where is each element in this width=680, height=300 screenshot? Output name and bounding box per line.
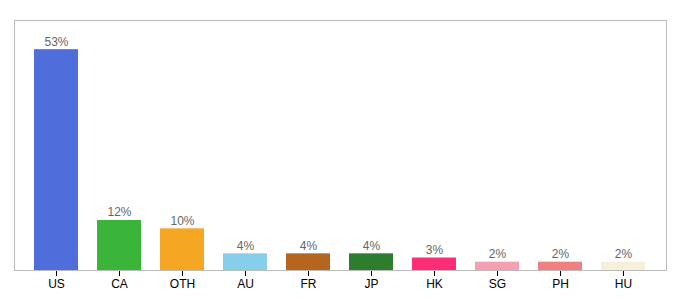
svg-text:53%: 53% [44,35,68,49]
svg-text:12%: 12% [107,205,131,219]
svg-text:US: US [48,277,65,291]
svg-text:2%: 2% [489,247,507,261]
svg-text:10%: 10% [170,214,194,228]
svg-text:OTH: OTH [170,277,195,291]
svg-text:CA: CA [111,277,128,291]
svg-text:2%: 2% [615,247,633,261]
svg-text:HK: HK [426,277,443,291]
svg-text:2%: 2% [552,247,570,261]
svg-text:SG: SG [489,277,506,291]
svg-text:4%: 4% [300,239,318,253]
svg-text:4%: 4% [363,239,381,253]
svg-text:4%: 4% [237,239,255,253]
svg-text:AU: AU [237,277,254,291]
svg-text:PH: PH [552,277,569,291]
svg-text:FR: FR [301,277,317,291]
svg-text:HU: HU [615,277,632,291]
svg-text:JP: JP [364,277,378,291]
svg-text:3%: 3% [426,243,444,257]
